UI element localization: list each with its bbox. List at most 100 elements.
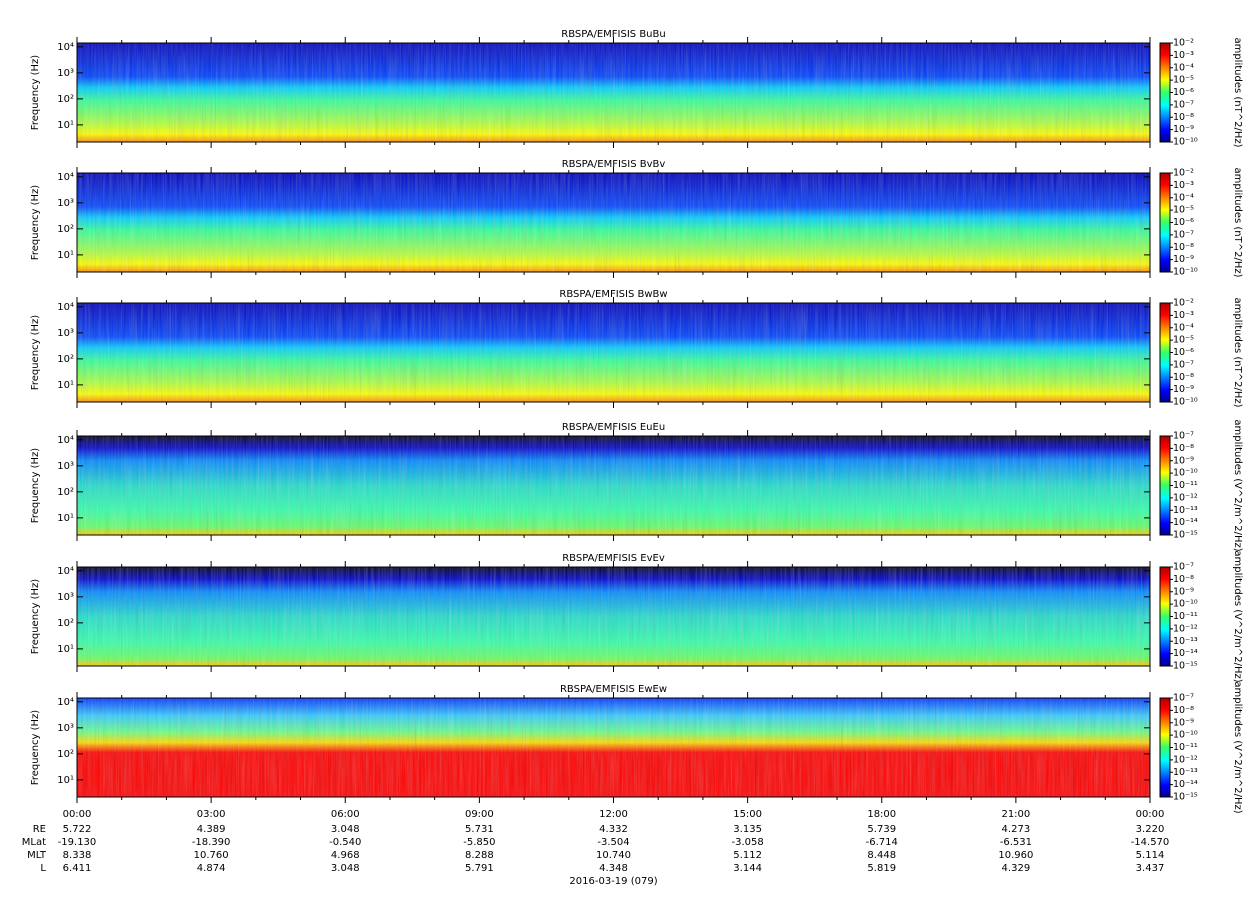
colorbar-tick-label: 10⁻³ [1173,50,1194,61]
colorbar-tick-label: 10⁻⁶ [1173,217,1194,228]
ephemeris-value: -3.504 [597,837,629,848]
ephemeris-value: 8.288 [465,850,494,861]
y-tick-label: 10⁴ [57,566,74,577]
ephemeris-value: 8.338 [63,850,92,861]
panel-title: RBSPA/EMFISIS BwBw [559,289,667,300]
y-tick-label: 10³ [57,328,74,339]
colorbar-tick-label: 10⁻¹⁰ [1173,599,1198,610]
y-tick-label: 10² [57,94,74,105]
ephemeris-row-label: RE [33,824,46,835]
colorbar-label: amplitudes (nT^2/Hz) [1232,167,1243,277]
colorbar-tick-label: 10⁻² [1173,168,1194,179]
colorbar-tick-label: 10⁻¹² [1173,623,1198,634]
panel-title: RBSPA/EMFISIS EvEv [562,553,665,564]
ephemeris-value: 4.874 [197,863,226,874]
ephemeris-value: 3.135 [733,824,762,835]
ephemeris-value: 8.448 [867,850,896,861]
y-tick-label: 10³ [57,723,74,734]
colorbar-tick-label: 10⁻⁵ [1173,75,1194,86]
x-tick-label: 00:00 [1136,809,1165,820]
colorbar-tick-label: 10⁻¹⁰ [1173,397,1198,408]
colorbar-tick-label: 10⁻⁸ [1173,112,1194,123]
y-tick-label: 10⁴ [57,435,74,446]
y-tick-label: 10² [57,224,74,235]
x-tick-label: 12:00 [599,809,628,820]
spectrogram-texture [77,698,1150,797]
ephemeris-value: 5.791 [465,863,494,874]
y-axis-label: Frequency (Hz) [30,55,41,131]
ephemeris-row-label: MLat [22,837,46,848]
colorbar-tick-label: 10⁻¹⁴ [1173,779,1198,790]
ephemeris-value: 5.819 [867,863,896,874]
ephemeris-value: 3.437 [1136,863,1165,874]
ephemeris-row-label: L [40,863,46,874]
y-tick-label: 10³ [57,461,74,472]
ephemeris-value: 3.048 [331,863,360,874]
x-tick-label: 03:00 [197,809,226,820]
ephemeris-value: 3.048 [331,824,360,835]
y-tick-label: 10³ [57,68,74,79]
colorbar-tick-label: 10⁻¹² [1173,492,1198,503]
ephemeris-value: 5.722 [63,824,92,835]
colorbar [1160,698,1170,797]
ephemeris-value: 5.731 [465,824,494,835]
colorbar-tick-label: 10⁻¹⁰ [1173,137,1198,148]
colorbar-tick-label: 10⁻⁸ [1173,574,1194,585]
y-axis-label: Frequency (Hz) [30,579,41,655]
colorbar-tick-label: 10⁻⁷ [1173,562,1194,573]
colorbar-label: amplitudes (nT^2/Hz) [1232,297,1243,407]
date-label: 2016-03-19 (079) [569,876,657,887]
ephemeris-value: -5.850 [463,837,495,848]
y-tick-label: 10² [57,354,74,365]
colorbar-tick-label: 10⁻⁵ [1173,335,1194,346]
y-tick-label: 10² [57,749,74,760]
colorbar-tick-label: 10⁻⁹ [1173,455,1194,466]
y-tick-label: 10³ [57,592,74,603]
colorbar-label: amplitudes (V^2/m^2/Hz) [1232,681,1243,813]
y-axis-label: Frequency (Hz) [30,315,41,391]
colorbar-label: amplitudes (V^2/m^2/Hz) [1232,419,1243,551]
y-tick-label: 10¹ [57,644,74,655]
colorbar-tick-label: 10⁻⁴ [1173,62,1194,73]
ephemeris-value: 4.968 [331,850,360,861]
colorbar-tick-label: 10⁻² [1173,38,1194,49]
ephemeris-value: -19.130 [58,837,97,848]
colorbar-tick-label: 10⁻⁹ [1173,124,1194,135]
ephemeris-value: 4.389 [197,824,226,835]
colorbar-tick-label: 10⁻¹⁵ [1173,792,1198,803]
colorbar-tick-label: 10⁻¹³ [1173,505,1198,516]
ephemeris-value: 3.220 [1136,824,1165,835]
ephemeris-value: 4.332 [599,824,628,835]
colorbar [1160,303,1170,402]
colorbar-tick-label: 10⁻⁹ [1173,384,1194,395]
y-tick-label: 10¹ [57,120,74,131]
panel-title: RBSPA/EMFISIS BuBu [561,29,665,40]
ephemeris-value: 10.740 [596,850,631,861]
spectrogram-texture [77,43,1150,142]
ephemeris-value: 5.112 [733,850,762,861]
x-tick-label: 21:00 [1001,809,1030,820]
ephemeris-value: -14.570 [1131,837,1170,848]
y-tick-label: 10² [57,487,74,498]
x-tick-label: 18:00 [867,809,896,820]
y-tick-label: 10¹ [57,513,74,524]
colorbar-tick-label: 10⁻⁶ [1173,347,1194,358]
ephemeris-value: 5.114 [1136,850,1165,861]
y-tick-label: 10¹ [57,250,74,261]
ephemeris-row-label: MLT [27,850,47,861]
y-axis-label: Frequency (Hz) [30,448,41,524]
colorbar-tick-label: 10⁻¹⁰ [1173,730,1198,741]
colorbar-tick-label: 10⁻⁷ [1173,229,1194,240]
colorbar-label: amplitudes (nT^2/Hz) [1232,37,1243,147]
ephemeris-value: -6.531 [1000,837,1032,848]
colorbar-tick-label: 10⁻⁷ [1173,359,1194,370]
spectrogram-texture [77,567,1150,666]
colorbar-tick-label: 10⁻⁴ [1173,322,1194,333]
colorbar-tick-label: 10⁻¹⁴ [1173,648,1198,659]
colorbar-label: amplitudes (V^2/m^2/Hz) [1232,550,1243,682]
colorbar-tick-label: 10⁻¹⁵ [1173,661,1198,672]
ephemeris-value: -6.714 [866,837,898,848]
colorbar [1160,43,1170,142]
y-axis-label: Frequency (Hz) [30,710,41,786]
